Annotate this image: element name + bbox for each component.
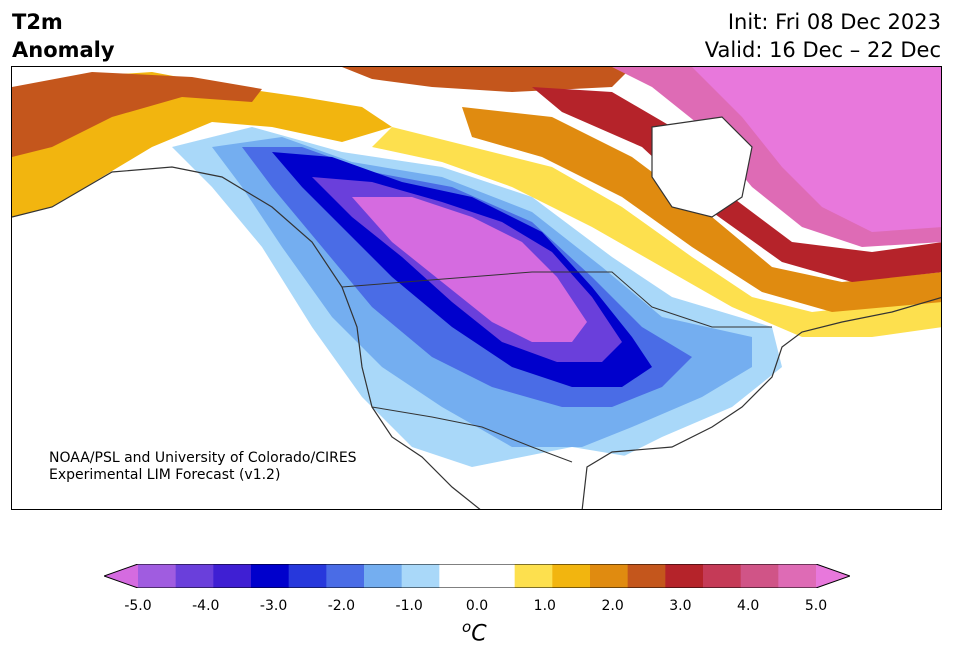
- colorbar-tick-label: 1.0: [533, 598, 556, 614]
- title-line-2: Anomaly: [12, 38, 115, 62]
- colorbar-segment: [401, 564, 440, 588]
- colorbar-tick-label: -5.0: [124, 598, 152, 614]
- colorbar-segment: [213, 564, 252, 588]
- colorbar-segment: [590, 564, 629, 588]
- credit-line-1: NOAA/PSL and University of Colorado/CIRE…: [49, 450, 357, 466]
- colorbar-tick-label: -2.0: [327, 598, 356, 614]
- coastline-east: [581, 296, 941, 509]
- title-right: Init: Fri 08 Dec 2023 Valid: 16 Dec – 22…: [705, 8, 941, 64]
- valid-range: Valid: 16 Dec – 22 Dec: [704, 38, 941, 62]
- colorbar-segment: [477, 564, 516, 588]
- warm-core-alaska: [12, 72, 262, 157]
- colorbar-segment: [326, 564, 365, 588]
- colorbar-tick-label: -4.0: [192, 598, 220, 614]
- colorbar-segment: [552, 564, 591, 588]
- cold-core: [352, 197, 587, 342]
- colorbar-tick-label: 0.0: [465, 598, 489, 614]
- colorbar-segment: [778, 564, 817, 588]
- colorbar-units: oC: [462, 618, 487, 646]
- colorbar-segment: [138, 564, 177, 588]
- credit-text: NOAA/PSL and University of Colorado/CIRE…: [49, 450, 357, 484]
- warm-hudson-magenta: [692, 67, 941, 232]
- hudson-bay: [652, 117, 752, 217]
- colorbar-segment: [703, 564, 742, 588]
- credit-line-2: Experimental LIM Forecast (v1.2): [49, 467, 281, 483]
- title-line-1: T2m: [12, 10, 63, 34]
- units-degree: o: [462, 618, 472, 636]
- border-us-mexico: [371, 406, 573, 463]
- colorbar: [104, 564, 850, 588]
- colorbar-tick-labels: -5.0 -4.0 -3.0 -2.0 -1.0 0.0 1.0 2.0 3.0 4.0 5.0: [0, 598, 953, 618]
- colorbar-tick-label: 4.0: [737, 598, 760, 614]
- title-left: T2m Anomaly: [12, 8, 115, 64]
- warm-band-canada-red: [532, 87, 941, 282]
- colorbar-segment: [175, 564, 214, 588]
- colorbar-segment: [251, 564, 290, 588]
- gulf-region: [472, 427, 812, 509]
- anomaly-map: [12, 67, 941, 509]
- colorbar-segment: [439, 564, 478, 588]
- colorbar-extend-min: [104, 564, 138, 588]
- colorbar-tick-label: -3.0: [259, 598, 288, 614]
- colorbar-segment: [665, 564, 704, 588]
- border-us-canada: [341, 271, 772, 328]
- init-date: Init: Fri 08 Dec 2023: [727, 10, 941, 34]
- colorbar-segment: [740, 564, 779, 588]
- colorbar-segment: [364, 564, 403, 588]
- map-frame[interactable]: NOAA/PSL and University of Colorado/CIRE…: [11, 66, 942, 510]
- colorbar-tick-label: 5.0: [804, 598, 828, 614]
- colorbar-extend-max: [816, 564, 850, 588]
- colorbar-tick-label: 2.0: [601, 598, 624, 614]
- colorbar-tick-label: 3.0: [669, 598, 692, 614]
- units-celsius: C: [471, 621, 487, 647]
- colorbar-segment: [514, 564, 553, 588]
- colorbar-tick-label: -1.0: [395, 598, 423, 614]
- warm-north-coast: [342, 67, 632, 92]
- coastline-hudson: [651, 116, 753, 218]
- warm-band-canada: [372, 127, 941, 337]
- colorbar-segment: [288, 564, 327, 588]
- colorbar-segment: [627, 564, 666, 588]
